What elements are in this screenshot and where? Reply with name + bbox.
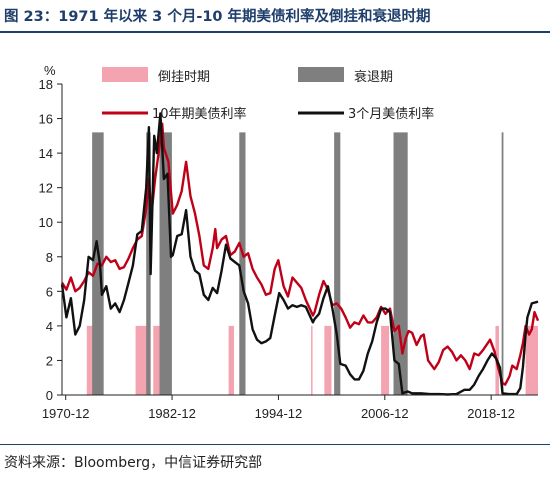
x-tick-label: 2006-12 [361, 406, 409, 421]
source-note: 资料来源：Bloomberg，中信证券研究部 [4, 455, 263, 471]
y-tick-label: 4 [46, 319, 53, 334]
shaded-periods [86, 132, 538, 395]
legend-swatch [102, 67, 148, 82]
legend-label: 3个月美债利率 [348, 106, 434, 122]
y-tick-label: 0 [46, 388, 53, 403]
title-divider [0, 31, 550, 33]
axes: % [44, 63, 538, 396]
x-ticks: 1970-12 1982-12 1994-12 2006-12 2018-12 [42, 395, 515, 421]
inversion-band-8 [525, 325, 538, 395]
recession-band-4 [334, 132, 341, 395]
y-unit-label: % [44, 63, 56, 78]
legend: 倒挂时期 衰退期 10年期美债利率 3个月美债利率 [102, 67, 434, 122]
y-tick-label: 6 [46, 284, 53, 299]
inversion-band-3 [228, 325, 234, 395]
recession-band-5 [393, 132, 408, 395]
legend-label: 10年期美债利率 [152, 106, 247, 122]
x-tick-label: 2018-12 [467, 406, 515, 421]
y-tick-label: 18 [39, 77, 53, 92]
title-bar: 图 23：1971 年以来 3 个月-10 年期美债利率及倒挂和衰退时期 [0, 0, 550, 30]
chart-title: 图 23：1971 年以来 3 个月-10 年期美债利率及倒挂和衰退时期 [4, 9, 431, 25]
recession-band-3 [239, 132, 246, 395]
y-tick-label: 8 [46, 250, 53, 265]
legend-label: 衰退期 [354, 69, 393, 85]
chart-canvas: % 0 2 4 6 8 10 12 14 16 18 1970-12 1982-12 1994-12 2… [39, 63, 540, 421]
y-tick-label: 10 [39, 215, 53, 230]
legend-swatch [298, 67, 344, 82]
inversion-band-5 [324, 325, 332, 395]
recession-band-6 [501, 132, 504, 395]
inversion-band-2 [153, 325, 164, 395]
recession-band-1 [146, 132, 151, 395]
series-lines [60, 112, 540, 396]
x-tick-label: 1970-12 [42, 406, 90, 421]
y-tick-label: 12 [39, 181, 53, 196]
x-tick-label: 1982-12 [148, 406, 196, 421]
y-ticks: 0 2 4 6 8 10 12 14 16 18 [39, 77, 62, 403]
y-tick-label: 14 [39, 146, 53, 161]
y-tick-label: 2 [46, 353, 53, 368]
y-tick-label: 16 [39, 112, 53, 127]
inversion-band-4 [311, 325, 313, 395]
x-tick-label: 1994-12 [255, 406, 303, 421]
source-divider [0, 444, 550, 445]
inversion-band-6 [381, 325, 390, 395]
series-line-3m [60, 112, 539, 396]
series-line-10y [60, 122, 540, 386]
legend-label: 倒挂时期 [158, 70, 210, 85]
